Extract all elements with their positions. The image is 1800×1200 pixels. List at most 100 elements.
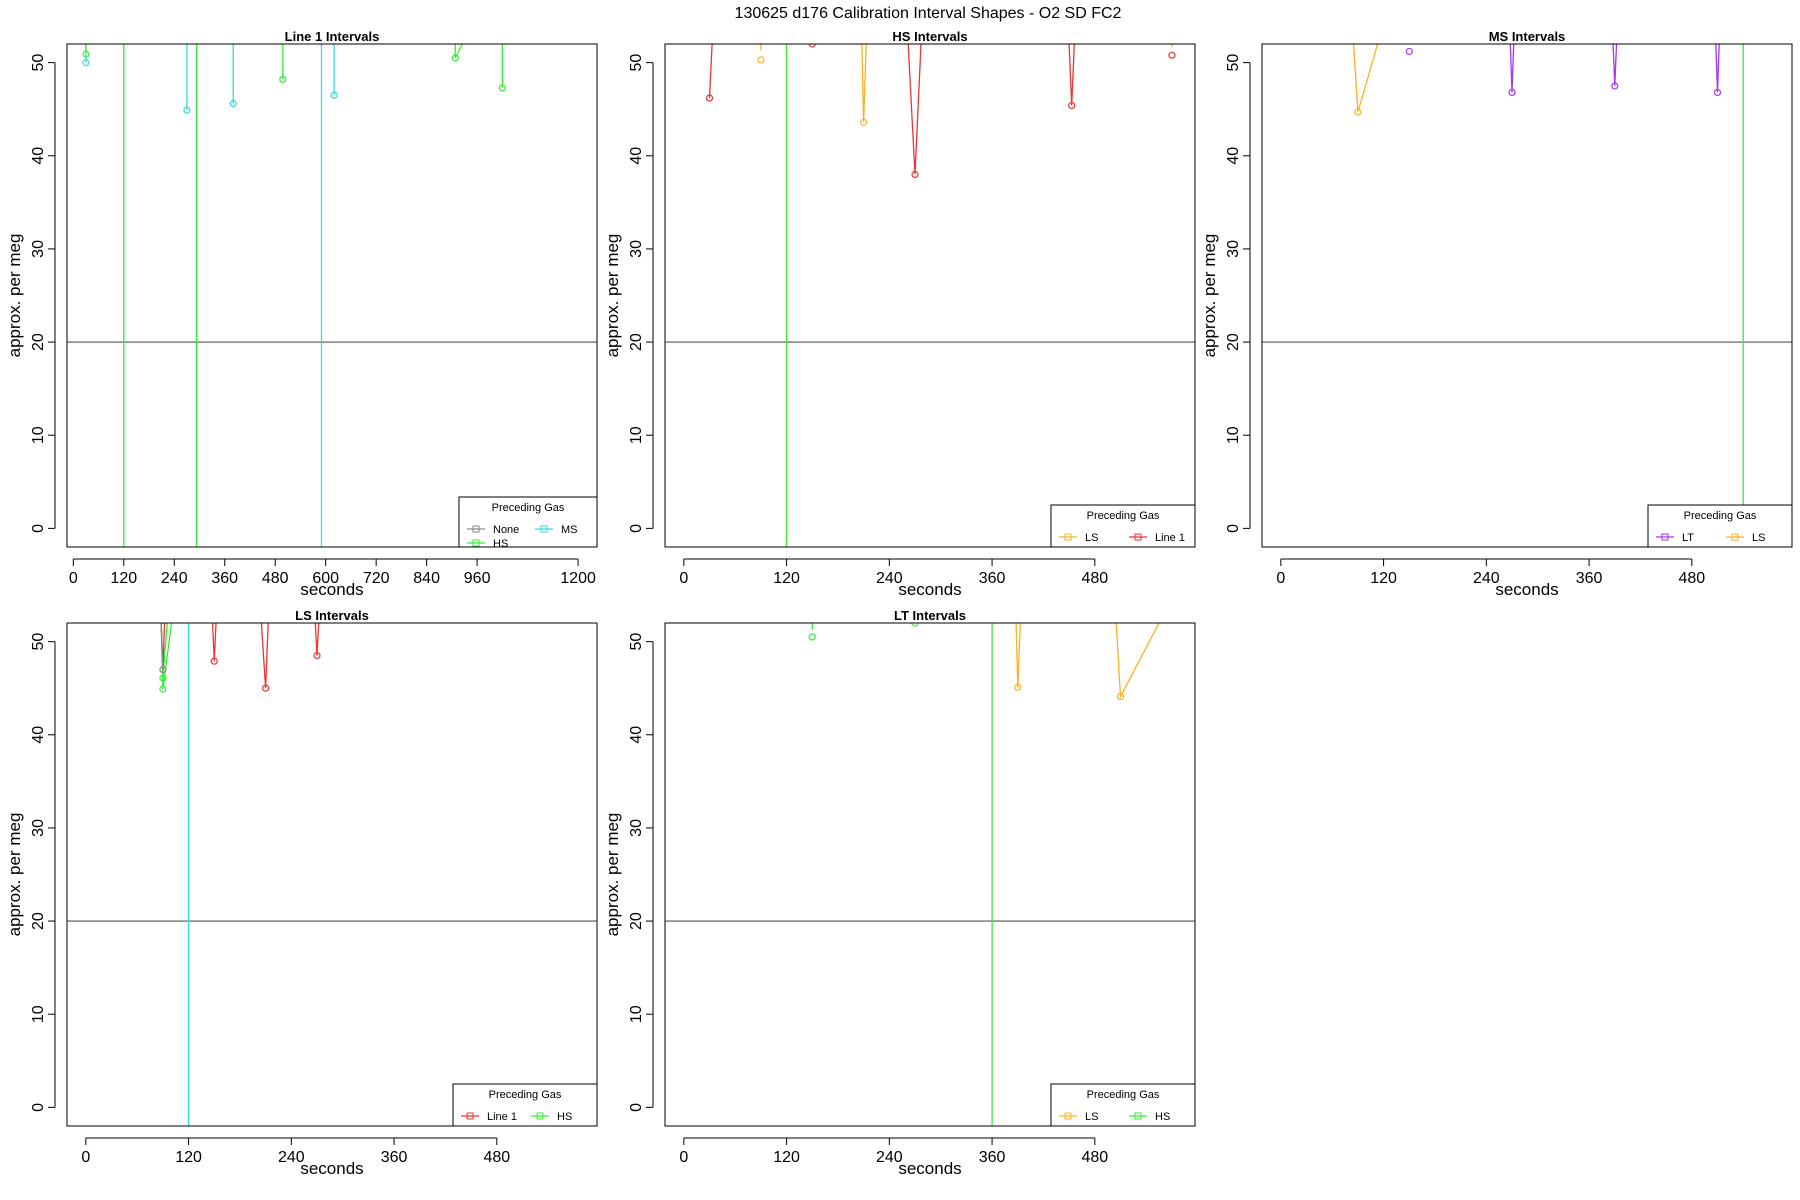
panel-5-x-tick-label: 360 [979,1149,1006,1166]
panel-3-legend-label-lt: LT [1682,532,1694,544]
panel-3-point-lt-2 [1508,88,1516,97]
panel-5-legend: Preceding Gas LS HS [1050,1083,1196,1127]
panel-2-legend-title: Preceding Gas [1087,510,1160,522]
panel-2-y-tick-label: 50 [628,54,645,72]
panel-3-y-tick-label: 10 [1225,426,1242,444]
panel-3-x-tick-label: 120 [1370,570,1397,587]
panel-2-x-tick-label: 480 [1081,570,1108,587]
panel-5-y-label: approx. per meg [603,813,622,937]
panel-4-y-tick-label: 50 [30,633,47,651]
panel-1-y-tick-label: 0 [30,524,47,533]
panel-2-y-tick-label: 40 [628,147,645,165]
panel-1-legend-label-none: None [493,524,519,536]
panel-4-series-line-1-6 [260,623,269,689]
panel-4-series-none-3 [160,623,164,670]
panel-3-y-tick-label: 40 [1225,147,1242,165]
panel-5-y-tick-label: 50 [628,633,645,651]
panel-4-point-none-2 [159,665,167,674]
panel-4-x-tick-label: 0 [81,1149,90,1166]
panel-3-x-tick-label: 480 [1678,570,1705,587]
panel-1-x-tick-label: 720 [363,570,390,587]
panel-4-x-tick-label: 240 [278,1149,305,1166]
panel-5-legend-swatch-marker [1134,1112,1142,1120]
panel-5-legend-title: Preceding Gas [1087,1089,1160,1101]
panel-5-y-tick-label: 10 [628,1005,645,1023]
panel-4-legend-title: Preceding Gas [489,1089,562,1101]
panel-3-series-lt-2 [1612,44,1618,86]
panel-2-y-tick-label: 30 [628,240,645,258]
panel-3-point-lt-1 [1405,47,1413,56]
panel-1-series-hs-9 [454,44,463,59]
panel-2-point-ls-1 [757,56,765,64]
panel-5-point-hs-1 [911,623,919,627]
panel-1-x-tick-label: 360 [211,570,238,587]
panel-5-data [808,623,1160,1126]
panel-1: Line 1 Intervals 0 120 240 360 480 600 720 840 96… [5,29,598,599]
panel-5-legend-label-hs: HS [1155,1111,1170,1123]
panel-2-point-ls-3 [860,118,868,126]
panel-3-point-lt-3 [1611,82,1619,90]
panel-4-x-tick-label: 120 [175,1149,202,1166]
panel-4-frame [66,622,598,1127]
panel-2-legend-label-line-1: Line 1 [1155,532,1185,544]
figure-title: 130625 d176 Calibration Interval Shapes … [735,5,1122,22]
panel-1-point-hs-1 [82,50,90,58]
panel-4-data [159,623,321,1126]
panel-5-series-ls-3 [1015,623,1021,688]
panel-2-legend-box [1050,504,1196,548]
panel-5-legend-label-ls: LS [1085,1111,1098,1123]
panel-2-point-line-1-0 [705,94,714,102]
panel-3-y-tick-label: 20 [1225,333,1242,351]
panel-2-x-tick-label: 360 [979,570,1006,587]
panel-5-x-tick-label: 120 [773,1149,800,1166]
panel-4-y-tick-label: 0 [30,1103,47,1112]
panel-1-legend-title: Preceding Gas [492,502,565,514]
panel-3-legend-label-ls: LS [1752,532,1765,544]
panel-1-point-hs-7 [498,84,506,92]
panel-1-x-tick-label: 120 [110,570,137,587]
panel-1-legend-swatch-marker [472,525,480,533]
panel-2: HS Intervals 0 120 240 360 480 seconds 0 10 20 30 4… [603,29,1196,599]
panel-5-point-ls-3 [1116,692,1125,701]
panel-3-frame [1261,43,1793,548]
panel-5-y-tick-label: 40 [628,726,645,744]
panel-1-x-tick-label: 1200 [560,570,596,587]
panel-3-y-tick-label: 30 [1225,240,1242,258]
panel-1-y-tick-label: 10 [30,426,47,444]
panel-3-series-lt-1 [1509,44,1515,93]
panel-1-legend-swatch-marker [472,539,480,547]
panel-4-point-line-1-4 [262,684,270,692]
panel-1-legend-swatch-marker [540,525,548,533]
panel-3-y-tick-label: 0 [1225,524,1242,533]
panel-4-y-tick-label: 30 [30,819,47,837]
panel-1-point-ms-2 [183,106,191,114]
panel-2-legend: Preceding Gas LS Line 1 [1050,504,1196,548]
panel-1-point-hs-4 [279,75,287,83]
panel-3-title: MS Intervals [1489,29,1566,44]
panel-3-y-label: approx. per meg [1200,234,1219,358]
panel-4: LS Intervals 0 120 240 360 480 seconds 0 10 20 30 4… [5,608,598,1178]
panel-4-y-tick-label: 40 [30,726,47,744]
panel-2-data [705,44,1176,547]
panel-2-point-line-1-5 [1068,101,1076,110]
panel-4-point-line-1-5 [313,652,321,660]
panel-1-legend-label-ms: MS [561,524,578,536]
panel-3-legend-box [1647,504,1793,548]
panel-1-y-label: approx. per meg [5,234,24,358]
panel-4-y-tick-label: 10 [30,1005,47,1023]
panel-1-title: Line 1 Intervals [285,29,380,44]
panel-1-data [82,44,506,547]
panel-5-title: LT Intervals [894,608,966,623]
panel-1-legend-label-hs: HS [493,538,508,550]
panel-4-y-tick-label: 20 [30,912,47,930]
panel-2-y-tick-label: 20 [628,333,645,351]
panel-4-series-line-1-7 [314,623,320,656]
panel-3-legend-swatch-marker [1731,533,1739,541]
panel-3-series-lt-3 [1715,44,1720,93]
panel-3-data [1352,44,1744,547]
panel-4-legend-swatch-marker [536,1112,544,1120]
panel-1-x-tick-label: 600 [312,570,339,587]
panel-4-title: LS Intervals [295,608,369,623]
panel-2-series-line-1-5 [1068,44,1075,106]
